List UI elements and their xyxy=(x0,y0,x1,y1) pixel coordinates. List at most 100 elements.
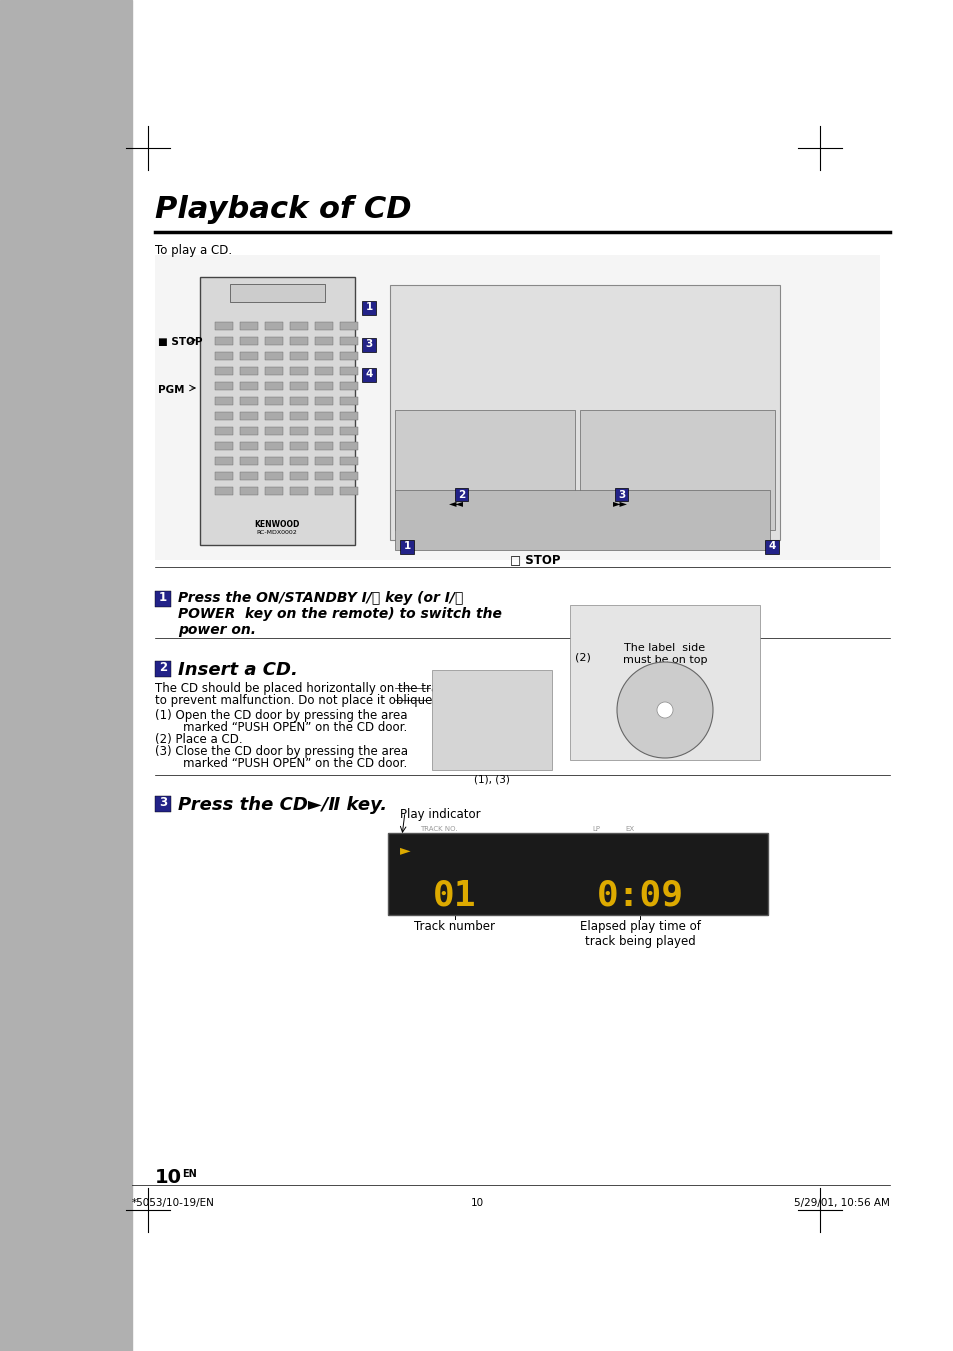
Bar xyxy=(388,834,767,915)
Text: 2: 2 xyxy=(159,661,167,674)
Bar xyxy=(265,427,283,435)
Text: 4: 4 xyxy=(365,369,373,380)
Bar xyxy=(265,367,283,376)
Bar xyxy=(154,590,171,607)
Bar xyxy=(0,0,132,1351)
Bar xyxy=(314,471,333,480)
Bar xyxy=(240,457,257,465)
Bar xyxy=(339,471,357,480)
Bar xyxy=(214,486,233,494)
Bar xyxy=(154,661,171,677)
Text: Playback of CD: Playback of CD xyxy=(154,195,411,224)
Bar xyxy=(214,353,233,359)
Bar xyxy=(214,367,233,376)
Bar xyxy=(579,409,774,530)
Bar xyxy=(314,353,333,359)
Text: Press the CD►/Ⅱ key.: Press the CD►/Ⅱ key. xyxy=(178,796,387,815)
Bar xyxy=(290,471,308,480)
Text: 3: 3 xyxy=(159,796,167,809)
Bar xyxy=(361,301,375,315)
Bar xyxy=(314,486,333,494)
Bar xyxy=(314,457,333,465)
Bar xyxy=(290,397,308,405)
Text: 1: 1 xyxy=(403,540,410,551)
Bar xyxy=(240,353,257,359)
Bar xyxy=(200,277,355,544)
Bar xyxy=(395,490,769,550)
Bar xyxy=(240,322,257,330)
Text: Insert a CD.: Insert a CD. xyxy=(178,661,297,680)
Text: LP: LP xyxy=(592,825,599,832)
Text: (1) Open the CD door by pressing the area: (1) Open the CD door by pressing the are… xyxy=(154,709,407,721)
Text: Elapsed play time of
track being played: Elapsed play time of track being played xyxy=(579,920,700,948)
Text: □ STOP: □ STOP xyxy=(510,553,560,566)
Text: *5053/10-19/EN: *5053/10-19/EN xyxy=(132,1198,214,1208)
Bar xyxy=(214,427,233,435)
Bar xyxy=(240,382,257,390)
Text: 01: 01 xyxy=(433,878,476,912)
Bar xyxy=(240,412,257,420)
Bar xyxy=(265,382,283,390)
Bar xyxy=(290,457,308,465)
Bar xyxy=(230,284,325,303)
Text: to prevent malfunction. Do not place it obliquely.: to prevent malfunction. Do not place it … xyxy=(154,694,444,707)
Bar xyxy=(314,367,333,376)
Text: ◄◄: ◄◄ xyxy=(448,499,463,508)
Text: 5/29/01, 10:56 AM: 5/29/01, 10:56 AM xyxy=(793,1198,889,1208)
Text: 3: 3 xyxy=(365,339,373,349)
Text: POWER  key on the remote) to switch the: POWER key on the remote) to switch the xyxy=(178,607,501,621)
Text: (2) Place a CD.: (2) Place a CD. xyxy=(154,734,242,746)
Bar xyxy=(214,457,233,465)
Bar xyxy=(314,382,333,390)
Text: Track number: Track number xyxy=(414,920,495,934)
Bar xyxy=(265,412,283,420)
Bar xyxy=(339,382,357,390)
Bar xyxy=(314,397,333,405)
Bar xyxy=(265,353,283,359)
Bar xyxy=(339,353,357,359)
Bar xyxy=(290,367,308,376)
Bar xyxy=(154,796,171,812)
Text: The CD should be placed horizontally on the tray: The CD should be placed horizontally on … xyxy=(154,682,445,694)
Bar xyxy=(240,367,257,376)
Bar xyxy=(240,397,257,405)
Text: (3) Close the CD door by pressing the area: (3) Close the CD door by pressing the ar… xyxy=(154,744,408,758)
Text: The label  side
must be on top: The label side must be on top xyxy=(622,643,706,665)
Text: 3: 3 xyxy=(618,490,624,500)
Text: (1), (3): (1), (3) xyxy=(474,775,510,785)
Bar xyxy=(214,412,233,420)
Text: 1: 1 xyxy=(365,303,373,312)
Bar xyxy=(339,442,357,450)
Bar xyxy=(339,427,357,435)
Bar xyxy=(265,471,283,480)
Bar xyxy=(395,409,575,530)
Bar xyxy=(265,442,283,450)
Bar xyxy=(339,336,357,345)
Bar xyxy=(339,457,357,465)
Bar xyxy=(290,336,308,345)
Bar xyxy=(361,367,375,382)
Text: power on.: power on. xyxy=(178,623,255,638)
Bar xyxy=(314,442,333,450)
Bar xyxy=(240,427,257,435)
Bar xyxy=(214,442,233,450)
Bar xyxy=(265,457,283,465)
Bar xyxy=(455,488,468,501)
Bar xyxy=(240,471,257,480)
Bar xyxy=(214,397,233,405)
Bar xyxy=(314,427,333,435)
Bar xyxy=(265,336,283,345)
Bar xyxy=(214,382,233,390)
Bar xyxy=(265,486,283,494)
Circle shape xyxy=(657,703,672,717)
Bar xyxy=(240,442,257,450)
Text: marked “PUSH OPEN” on the CD door.: marked “PUSH OPEN” on the CD door. xyxy=(168,721,407,734)
Bar xyxy=(290,322,308,330)
Text: 0:09: 0:09 xyxy=(596,878,682,912)
Text: 4: 4 xyxy=(767,540,775,551)
Text: marked “PUSH OPEN” on the CD door.: marked “PUSH OPEN” on the CD door. xyxy=(168,757,407,770)
Bar xyxy=(290,427,308,435)
Bar xyxy=(314,322,333,330)
Text: 10: 10 xyxy=(470,1198,483,1208)
Bar xyxy=(265,322,283,330)
